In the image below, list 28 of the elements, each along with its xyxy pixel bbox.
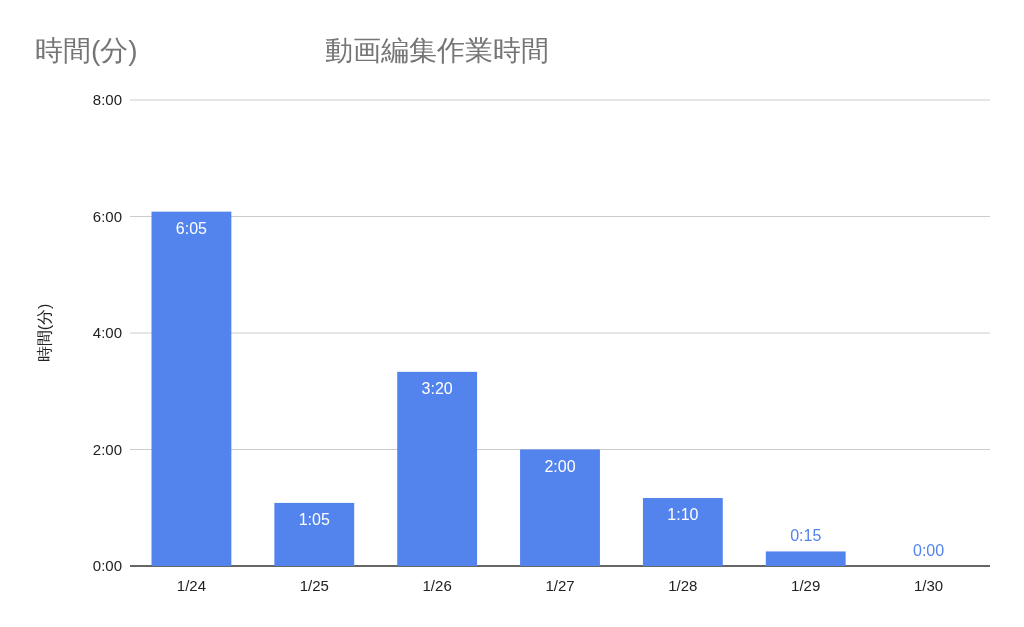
x-tick-label: 1/24	[176, 577, 207, 594]
bar	[151, 211, 232, 566]
data-label: 1:05	[298, 510, 330, 528]
bar	[520, 449, 600, 566]
data-label: 6:05	[175, 219, 208, 237]
y-tick-label: 6:00	[92, 207, 122, 225]
data-label: 3:20	[421, 379, 453, 397]
bar	[765, 551, 846, 566]
y-axis-title: 時間(分)	[36, 303, 53, 363]
bar	[397, 371, 478, 566]
data-label: 2:00	[544, 457, 576, 475]
bar	[274, 502, 355, 566]
x-tick-label: 1/27	[545, 577, 575, 594]
data-label: 0:00	[913, 542, 945, 559]
data-label: 1:10	[667, 506, 699, 524]
bar	[642, 498, 723, 566]
x-tick-label: 1/26	[422, 577, 452, 594]
data-label: 0:15	[790, 527, 822, 545]
x-tick-label: 1/29	[791, 577, 821, 594]
x-tick-label: 1/25	[299, 577, 329, 594]
chart-title: 動画編集作業時間	[325, 35, 549, 66]
text: 時間(分)	[35, 35, 138, 66]
y-tick-label: 4:00	[92, 324, 122, 341]
y-tick-label: 0:00	[92, 557, 122, 574]
x-tick-label: 1/30	[913, 577, 944, 594]
y-tick-label: 2:00	[92, 440, 122, 458]
x-tick-label: 1/28	[668, 577, 698, 594]
y-tick-label: 8:00	[92, 91, 122, 108]
